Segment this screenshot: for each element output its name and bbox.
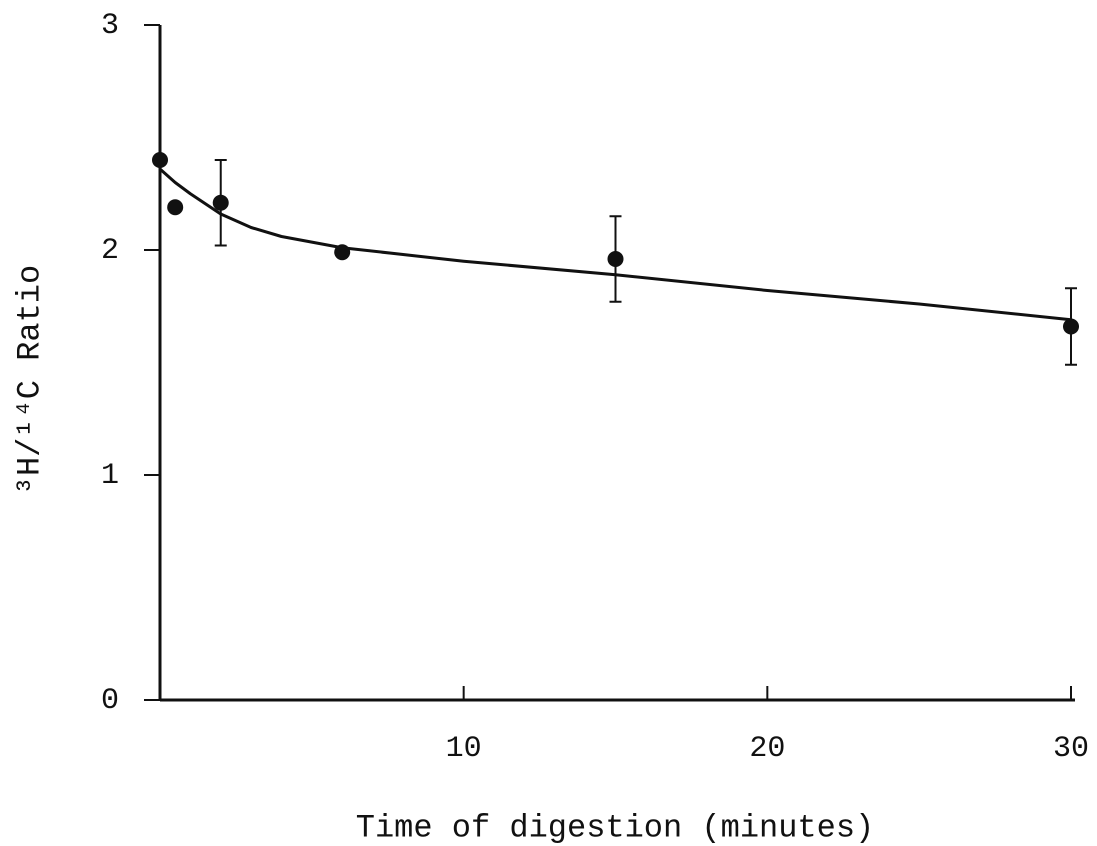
x-axis-label: Time of digestion (minutes)	[356, 809, 874, 846]
y-tick-label: 1	[101, 459, 119, 493]
data-point	[167, 199, 184, 216]
x-tick-label: 20	[749, 732, 785, 766]
y-axis-label: ³H/¹⁴C Ratio	[11, 265, 48, 495]
y-tick-label: 0	[101, 684, 119, 718]
data-point	[607, 251, 624, 267]
y-tick-label: 3	[101, 9, 119, 43]
data-point	[212, 194, 229, 211]
fit-curve	[159, 167, 1072, 322]
data-point	[152, 152, 168, 168]
y-tick-label: 2	[101, 234, 119, 268]
data-point	[1063, 318, 1079, 335]
x-tick-label: 30	[1053, 732, 1089, 766]
x-tick-label: 10	[446, 732, 482, 766]
